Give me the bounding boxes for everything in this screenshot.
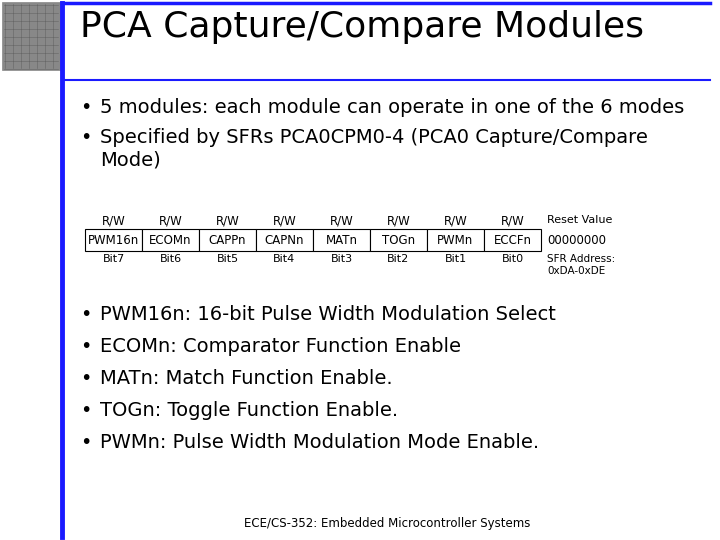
- Text: Bit5: Bit5: [217, 254, 238, 264]
- FancyBboxPatch shape: [85, 229, 142, 251]
- Text: 5 modules: each module can operate in one of the 6 modes: 5 modules: each module can operate in on…: [100, 98, 684, 117]
- Text: •: •: [80, 401, 91, 420]
- Text: R/W: R/W: [273, 215, 297, 228]
- FancyBboxPatch shape: [199, 229, 256, 251]
- Text: PWM16n: PWM16n: [88, 233, 139, 246]
- Text: Bit6: Bit6: [159, 254, 181, 264]
- Text: Bit7: Bit7: [102, 254, 125, 264]
- Text: R/W: R/W: [387, 215, 410, 228]
- FancyBboxPatch shape: [484, 229, 541, 251]
- FancyBboxPatch shape: [427, 229, 484, 251]
- Text: ECOMn: Comparator Function Enable: ECOMn: Comparator Function Enable: [100, 337, 461, 356]
- Text: TOGn: Toggle Function Enable.: TOGn: Toggle Function Enable.: [100, 401, 398, 420]
- Text: PWMn: PWMn: [437, 233, 474, 246]
- Text: MATn: MATn: [325, 233, 358, 246]
- Text: TOGn: TOGn: [382, 233, 415, 246]
- FancyBboxPatch shape: [142, 229, 199, 251]
- Text: •: •: [80, 337, 91, 356]
- Text: Bit4: Bit4: [274, 254, 296, 264]
- Text: Bit2: Bit2: [387, 254, 410, 264]
- FancyBboxPatch shape: [256, 229, 313, 251]
- Text: R/W: R/W: [102, 215, 125, 228]
- Text: •: •: [80, 98, 91, 117]
- Text: •: •: [80, 128, 91, 147]
- FancyBboxPatch shape: [313, 229, 370, 251]
- Text: Bit1: Bit1: [444, 254, 467, 264]
- Text: R/W: R/W: [500, 215, 524, 228]
- Text: SFR Address:
0xDA-0xDE: SFR Address: 0xDA-0xDE: [547, 254, 616, 275]
- Text: CAPPn: CAPPn: [209, 233, 246, 246]
- Text: PCA Capture/Compare Modules: PCA Capture/Compare Modules: [80, 10, 644, 44]
- Text: PWMn: Pulse Width Modulation Mode Enable.: PWMn: Pulse Width Modulation Mode Enable…: [100, 433, 539, 452]
- Text: Bit0: Bit0: [501, 254, 523, 264]
- Text: ECOMn: ECOMn: [149, 233, 192, 246]
- Text: •: •: [80, 433, 91, 452]
- FancyBboxPatch shape: [370, 229, 427, 251]
- Text: Bit3: Bit3: [330, 254, 353, 264]
- Text: 00000000: 00000000: [547, 233, 606, 246]
- Text: PWM16n: 16-bit Pulse Width Modulation Select: PWM16n: 16-bit Pulse Width Modulation Se…: [100, 305, 556, 324]
- Text: •: •: [80, 369, 91, 388]
- Text: ECCFn: ECCFn: [493, 233, 531, 246]
- Text: CAPNn: CAPNn: [265, 233, 305, 246]
- Text: •: •: [80, 305, 91, 324]
- Text: Reset Value: Reset Value: [547, 215, 613, 225]
- Text: Specified by SFRs PCA0CPM0-4 (PCA0 Capture/Compare
Mode): Specified by SFRs PCA0CPM0-4 (PCA0 Captu…: [100, 128, 648, 169]
- Text: R/W: R/W: [158, 215, 182, 228]
- Text: R/W: R/W: [444, 215, 467, 228]
- FancyBboxPatch shape: [2, 2, 60, 70]
- Text: R/W: R/W: [215, 215, 239, 228]
- Text: R/W: R/W: [330, 215, 354, 228]
- Text: ECE/CS-352: Embedded Microcontroller Systems: ECE/CS-352: Embedded Microcontroller Sys…: [243, 517, 530, 530]
- Text: MATn: Match Function Enable.: MATn: Match Function Enable.: [100, 369, 392, 388]
